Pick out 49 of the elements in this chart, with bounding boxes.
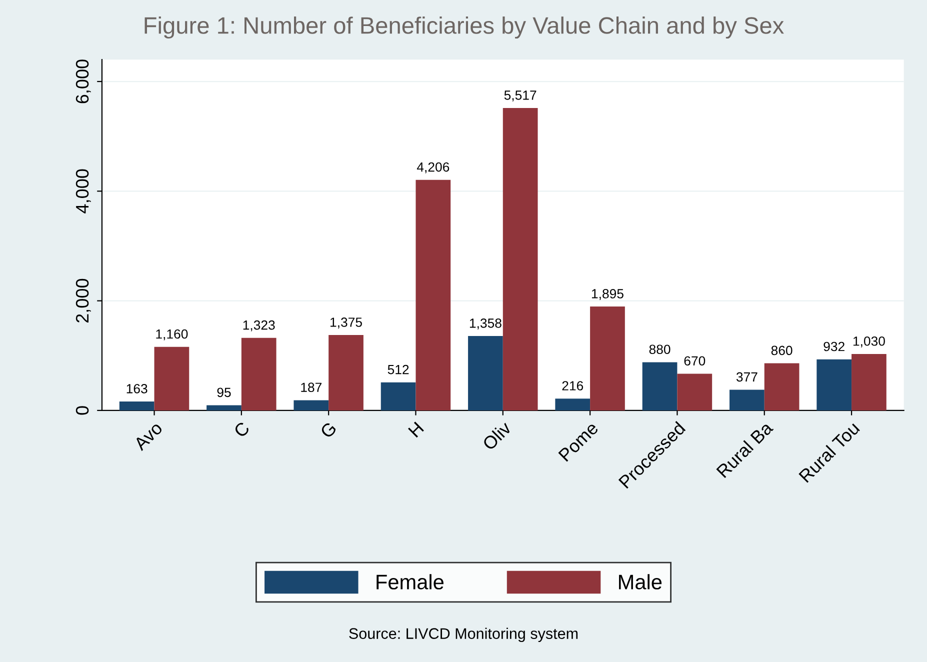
- data-label: 880: [649, 344, 670, 354]
- data-label: 1,375: [330, 318, 362, 328]
- x-tick-label: Oliv: [482, 420, 512, 451]
- y-tick-label: 2,000: [76, 278, 91, 322]
- bar: [241, 338, 276, 410]
- bar: [380, 382, 416, 410]
- bar: [502, 108, 538, 410]
- y-tick-label: 0: [76, 406, 89, 415]
- data-label: 1,323: [243, 320, 275, 332]
- bar: [816, 359, 852, 410]
- data-label: 95: [217, 388, 231, 398]
- data-label: 216: [562, 381, 584, 390]
- bar: [206, 405, 242, 410]
- x-tick-label: H: [408, 422, 424, 438]
- bar: [328, 335, 364, 410]
- bar: [294, 400, 329, 410]
- bar: [416, 180, 451, 410]
- data-label: 187: [301, 382, 322, 392]
- data-label: 932: [824, 342, 844, 352]
- x-tick-label: Avo: [132, 421, 164, 452]
- bar: [468, 336, 503, 410]
- data-label: 512: [388, 364, 409, 374]
- x-tick-label: G: [320, 421, 338, 439]
- chart-title: Figure 1: Number of Beneficiaries by Value Chain and by Sex: [144, 16, 784, 39]
- y-tick-label: 6,000: [76, 60, 91, 104]
- bar: [642, 362, 678, 410]
- data-label: 1,030: [853, 336, 885, 348]
- data-label: 860: [771, 346, 792, 356]
- bar: [677, 374, 712, 410]
- data-label: 4,206: [416, 162, 450, 174]
- legend-label: Female: [376, 574, 444, 590]
- bar: [154, 346, 190, 410]
- bar: [555, 398, 590, 410]
- data-label: 1,895: [592, 289, 624, 300]
- data-label: 1,358: [470, 318, 502, 330]
- bar: [590, 306, 625, 410]
- y-tick-label: 4,000: [76, 169, 91, 214]
- source-note: Source: LIVCD Monitoring system: [349, 628, 578, 642]
- data-label: 377: [736, 372, 758, 382]
- data-label: 5,517: [504, 90, 536, 102]
- data-label: 670: [684, 356, 706, 366]
- bar: [119, 402, 154, 410]
- bar: [852, 354, 886, 410]
- data-label: 1,160: [156, 329, 188, 340]
- bar: [764, 363, 800, 410]
- bar: [730, 390, 764, 410]
- x-tick-label: C: [233, 420, 250, 438]
- data-label: 163: [126, 384, 148, 394]
- legend-label: Male: [619, 574, 662, 590]
